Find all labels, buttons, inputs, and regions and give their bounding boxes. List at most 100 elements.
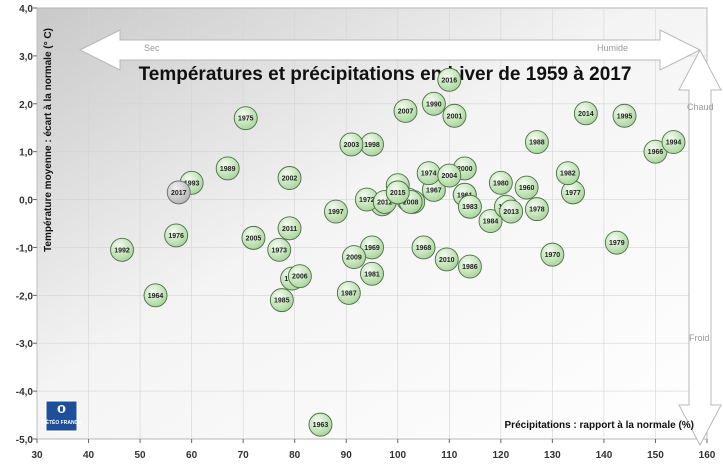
- data-point: 2003: [339, 132, 364, 157]
- data-point-label: 1997: [328, 209, 344, 216]
- data-point-marker: [360, 261, 384, 286]
- data-point: 1979: [604, 230, 629, 255]
- data-point: 1968: [411, 235, 436, 260]
- data-point-label: 2006: [292, 274, 308, 281]
- data-point-label: 1984: [483, 219, 499, 226]
- logo-emblem-mark: [60, 406, 63, 412]
- data-point-label: 1972: [359, 197, 375, 204]
- data-point-label: 1976: [168, 233, 184, 240]
- data-point: 2013: [499, 199, 524, 224]
- data-point: 1976: [164, 223, 189, 248]
- data-point: 1973: [267, 237, 292, 262]
- data-point: 1992: [110, 237, 134, 262]
- data-point: 1994: [661, 130, 686, 155]
- data-point-marker: [110, 237, 134, 262]
- data-point-marker: [573, 101, 598, 126]
- data-point: 1964: [143, 283, 168, 308]
- data-point-marker: [540, 242, 565, 267]
- data-point-marker: [233, 106, 258, 131]
- x-tick-label: 60: [186, 450, 198, 461]
- data-point-label: 1967: [426, 187, 442, 194]
- data-point-label: 2017: [171, 190, 187, 197]
- data-point-label: 1966: [648, 149, 664, 156]
- data-point-marker: [661, 130, 686, 155]
- x-tick-label: 30: [31, 450, 43, 461]
- y-tick-label: -1,0: [16, 243, 34, 254]
- data-point: 1990: [421, 91, 446, 116]
- chaud-froid-arrow-shape: [678, 48, 722, 447]
- data-point-marker: [457, 254, 482, 279]
- data-point-marker: [342, 245, 366, 269]
- y-tick-label: 4,0: [19, 4, 33, 15]
- x-tick-label: 160: [699, 450, 716, 461]
- y-tick-label: 0,0: [19, 196, 33, 207]
- data-point: 2002: [277, 166, 302, 190]
- data-point-marker: [442, 103, 467, 128]
- data-point-label: 1987: [341, 290, 357, 297]
- data-point-label: 2004: [442, 173, 458, 180]
- data-point: 2004: [437, 163, 462, 188]
- data-point: 1960: [514, 175, 539, 200]
- x-tick-label: 70: [238, 450, 250, 461]
- data-point-label: 2011: [282, 226, 297, 233]
- data-point: 1981: [360, 261, 384, 286]
- data-point-marker: [269, 288, 294, 313]
- data-point-marker: [411, 235, 436, 260]
- data-point-label: 1979: [609, 240, 625, 247]
- hot-cold-arrow: Chaud Froid: [678, 48, 722, 447]
- data-point: 2009: [342, 245, 366, 269]
- data-point: 1963: [308, 412, 333, 437]
- data-point-marker: [277, 166, 302, 190]
- data-point: 2010: [434, 247, 459, 272]
- x-tick-label: 80: [289, 450, 301, 461]
- chart-title: Températures et précipitations en hiver …: [139, 64, 632, 85]
- data-point-label: 1994: [666, 140, 682, 147]
- data-point-marker: [524, 130, 549, 155]
- data-point-marker: [421, 91, 446, 116]
- data-point-label: 1960: [519, 185, 535, 192]
- data-point: 1995: [612, 103, 637, 128]
- data-point-label: 1980: [493, 180, 509, 187]
- data-point-label: 1992: [114, 247, 130, 254]
- data-point-label: 1993: [184, 180, 200, 187]
- y-tick-label: 1,0: [19, 148, 33, 159]
- data-point-label: 2008: [403, 199, 419, 206]
- data-point: 1998: [360, 132, 384, 157]
- data-point-label: 1978: [529, 207, 545, 214]
- data-point: 2006: [287, 264, 312, 289]
- data-point-label: 1995: [617, 113, 633, 120]
- y-tick-label: -4,0: [16, 387, 34, 398]
- data-point-label: 2013: [503, 209, 519, 216]
- data-point-marker: [336, 280, 361, 305]
- data-point: 1984: [478, 209, 503, 234]
- logo-text: MÉTÉO FRANCE: [42, 418, 83, 426]
- cold-label: Froid: [689, 333, 710, 343]
- data-point-label: 1982: [560, 171, 576, 178]
- data-point-marker: [143, 283, 168, 308]
- data-point: 1985: [269, 288, 294, 313]
- data-point-label: 1968: [416, 245, 432, 252]
- data-point: 1982: [555, 161, 580, 186]
- data-point-label: 2001: [447, 113, 463, 120]
- data-point-label: 1988: [529, 140, 545, 147]
- y-tick-label: -5,0: [16, 435, 34, 446]
- y-tick-label: 2,0: [19, 100, 33, 111]
- data-point-label: 2012: [377, 199, 393, 206]
- data-point: 2001: [442, 103, 467, 128]
- data-point-label: 1986: [462, 264, 478, 271]
- data-point-marker: [604, 230, 629, 255]
- data-point-label: 2003: [344, 142, 360, 149]
- data-point-label: 2010: [439, 257, 455, 264]
- data-point: 1975: [233, 106, 258, 131]
- data-point-label: 1975: [238, 116, 254, 123]
- x-tick-label: 90: [341, 450, 353, 461]
- data-point-label: 1983: [462, 204, 478, 211]
- x-tick-label: 150: [647, 450, 664, 461]
- data-point: 2016: [437, 67, 462, 92]
- data-point-marker: [164, 223, 189, 248]
- x-tick-label: 100: [389, 450, 406, 461]
- data-point-label: 1963: [313, 422, 329, 429]
- data-point-label: 1985: [274, 298, 290, 305]
- data-point-label: 1970: [545, 252, 561, 259]
- data-point-marker: [215, 156, 240, 181]
